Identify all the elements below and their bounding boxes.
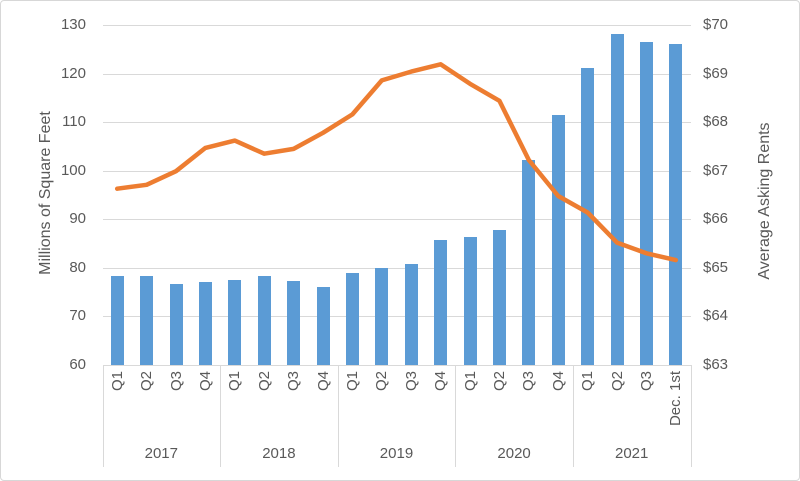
bar [257,276,271,365]
right-tick-label: $64 [703,307,729,324]
quarter-label: Q4 [196,371,214,392]
gridline [102,219,691,220]
bar [110,276,124,365]
quarter-label: Q3 [285,371,303,392]
year-separator [102,365,104,467]
bar [551,115,565,365]
gridline [102,316,691,317]
bar [463,236,477,365]
gridline [102,74,691,75]
bar [404,263,418,365]
bar [287,280,301,365]
quarter-label: Q2 [255,371,273,392]
year-separator [337,365,339,467]
bar [198,281,212,365]
year-label: 2020 [497,445,531,462]
quarter-label: Q3 [637,371,655,392]
left-tick-label: 110 [62,113,86,130]
bar [434,240,448,365]
year-label: 2017 [144,445,178,462]
bar [169,283,183,365]
quarter-label: Q1 [226,371,244,392]
year-label: 2018 [262,445,296,462]
left-tick-label: 90 [69,210,86,227]
right-tick-label: $69 [703,65,729,82]
quarter-label: Q3 [520,371,538,392]
right-tick-label: $65 [703,259,729,276]
gridline [102,122,691,123]
year-separator [572,365,574,467]
quarter-label: Q2 [490,371,508,392]
year-label: 2019 [379,445,414,462]
left-tick-label: 100 [60,162,86,179]
bar [228,279,242,365]
bar [669,44,683,365]
right-axis-title: Average Asking Rents [756,122,773,280]
bar [345,272,359,365]
left-tick-label: 120 [60,65,86,82]
gridline [102,25,691,26]
year-separator [690,365,692,467]
quarter-label: Q1 [579,371,597,392]
left-axis-title: Millions of Square Feet [37,111,54,275]
quarter-label: Q4 [314,371,332,392]
year-separator [455,365,457,467]
quarter-label: Q4 [432,371,450,392]
quarter-label: Q1 [461,371,479,392]
gridline [102,171,691,172]
right-tick-label: $68 [703,113,729,130]
right-tick-label: $67 [703,162,729,179]
left-tick-label: 80 [69,259,86,276]
quarter-label: Q1 [343,371,361,392]
quarter-label: Q2 [608,371,626,392]
bar [492,229,506,365]
year-label: 2021 [615,445,649,462]
quarter-label: Q3 [167,371,185,392]
left-tick-label: 70 [69,307,86,324]
quarter-label: Q4 [549,371,567,392]
gridline [102,268,691,269]
quarter-label: Q1 [108,371,126,392]
quarter-label: Q2 [373,371,391,392]
bar [140,276,154,365]
year-separator [220,365,222,467]
quarter-label: Q2 [138,371,156,392]
gridline [102,365,691,366]
bar [639,41,653,365]
bar [316,286,330,365]
right-tick-label: $63 [703,356,729,373]
quarter-label: Q3 [402,371,420,392]
left-tick-label: 130 [60,16,86,33]
quarter-label: Dec. 1st [667,371,685,427]
bar [610,33,624,365]
bar [581,67,595,365]
bar [522,159,536,365]
bar [375,268,389,365]
right-tick-label: $66 [703,210,729,227]
left-tick-label: 60 [69,356,86,373]
right-tick-label: $70 [703,16,729,33]
